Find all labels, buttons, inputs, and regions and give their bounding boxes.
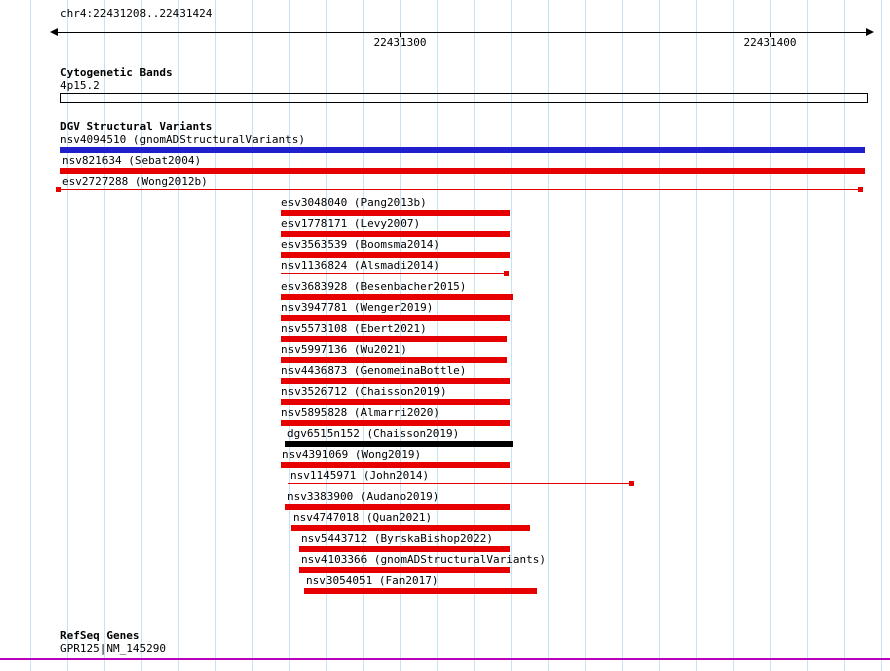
variant-label[interactable]: nsv5573108 (Ebert2021): [281, 322, 427, 335]
variant-end-square[interactable]: [504, 271, 509, 276]
variant-box-glyph[interactable]: [285, 441, 513, 447]
gridline: [400, 0, 401, 671]
variant-label[interactable]: nsv3383900 (Audano2019): [287, 490, 440, 503]
cytoband-box: [60, 93, 868, 103]
variant-box-glyph[interactable]: [60, 168, 865, 174]
variant-label[interactable]: nsv1136824 (Alsmadi2014): [281, 259, 440, 272]
variant-box-glyph[interactable]: [281, 210, 510, 216]
variant-label[interactable]: nsv4747018 (Quan2021): [293, 511, 433, 524]
variant-box-glyph[interactable]: [281, 378, 510, 384]
variant-end-square[interactable]: [56, 187, 61, 192]
variant-end-square[interactable]: [858, 187, 863, 192]
gridline: [363, 0, 364, 671]
axis-tick: [400, 32, 401, 37]
variant-box-glyph[interactable]: [60, 147, 865, 153]
variant-box-glyph[interactable]: [304, 588, 537, 594]
gridline: [141, 0, 142, 671]
variant-label[interactable]: dgv6515n152 (Chaisson2019): [287, 427, 460, 440]
variant-label[interactable]: esv3563539 (Boomsma2014): [281, 238, 440, 251]
variant-box-glyph[interactable]: [281, 294, 513, 300]
variant-label[interactable]: esv3683928 (Besenbacher2015): [281, 280, 467, 293]
variant-label[interactable]: nsv4103366 (gnomADStructuralVariants): [301, 553, 547, 566]
axis-tick-label: 22431300: [373, 36, 427, 49]
gridline: [437, 0, 438, 671]
gene-label[interactable]: GPR125|NM_145290: [60, 642, 166, 655]
variant-box-glyph[interactable]: [299, 546, 510, 552]
variant-end-square[interactable]: [629, 481, 634, 486]
gridline: [30, 0, 31, 671]
gridline: [622, 0, 623, 671]
gridline: [67, 0, 68, 671]
section-title-refseq: RefSeq Genes: [60, 629, 140, 642]
variant-label[interactable]: nsv1145971 (John2014): [290, 469, 430, 482]
variant-label[interactable]: nsv4436873 (GenomeinaBottle): [281, 364, 467, 377]
gridline: [733, 0, 734, 671]
variant-label[interactable]: esv2727288 (Wong2012b): [62, 175, 208, 188]
variant-label[interactable]: nsv4094510 (gnomADStructuralVariants): [60, 133, 306, 146]
ruler-left-arrow-icon: [50, 28, 58, 36]
variant-line-glyph[interactable]: [288, 483, 631, 484]
gridline: [659, 0, 660, 671]
variant-box-glyph[interactable]: [285, 504, 510, 510]
gridline: [252, 0, 253, 671]
variant-label[interactable]: nsv4391069 (Wong2019): [282, 448, 422, 461]
gridline: [104, 0, 105, 671]
variant-box-glyph[interactable]: [281, 357, 507, 363]
gridline: [770, 0, 771, 671]
gridline: [289, 0, 290, 671]
variant-label[interactable]: nsv5895828 (Almarri2020): [281, 406, 440, 419]
variant-label[interactable]: nsv3947781 (Wenger2019): [281, 301, 434, 314]
variant-label[interactable]: nsv5443712 (ByrskaBishop2022): [301, 532, 494, 545]
section-title-dgv: DGV Structural Variants: [60, 120, 213, 133]
gridline: [474, 0, 475, 671]
variant-box-glyph[interactable]: [281, 462, 510, 468]
gridline: [585, 0, 586, 671]
variant-label[interactable]: nsv3526712 (Chaisson2019): [281, 385, 447, 398]
variant-label[interactable]: nsv3054051 (Fan2017): [306, 574, 439, 587]
region-label: chr4:22431208..22431424: [60, 7, 213, 20]
gene-glyph[interactable]: [0, 658, 890, 660]
variant-box-glyph[interactable]: [281, 420, 510, 426]
gridline: [844, 0, 845, 671]
variant-label[interactable]: esv3048040 (Pang2013b): [281, 196, 427, 209]
gridline: [511, 0, 512, 671]
gridline: [548, 0, 549, 671]
gridline: [881, 0, 882, 671]
variant-line-glyph[interactable]: [281, 273, 506, 274]
variant-label[interactable]: nsv821634 (Sebat2004): [62, 154, 202, 167]
variant-line-glyph[interactable]: [58, 189, 860, 190]
gridline: [178, 0, 179, 671]
ruler-axis-line: [58, 32, 866, 33]
gridline: [326, 0, 327, 671]
gridline: [215, 0, 216, 671]
variant-box-glyph[interactable]: [299, 567, 510, 573]
variant-box-glyph[interactable]: [291, 525, 530, 531]
variant-label[interactable]: esv1778171 (Levy2007): [281, 217, 421, 230]
section-title-cytogenetic: Cytogenetic Bands: [60, 66, 173, 79]
gridline: [807, 0, 808, 671]
axis-tick-label: 22431400: [743, 36, 797, 49]
ruler-right-arrow-icon: [866, 28, 874, 36]
axis-tick: [770, 32, 771, 37]
variant-box-glyph[interactable]: [281, 231, 510, 237]
variant-box-glyph[interactable]: [281, 336, 507, 342]
variant-box-glyph[interactable]: [281, 399, 510, 405]
variant-label[interactable]: nsv5997136 (Wu2021): [281, 343, 407, 356]
gridline: [696, 0, 697, 671]
variant-box-glyph[interactable]: [281, 315, 510, 321]
cytoband-label: 4p15.2: [60, 79, 100, 92]
variant-box-glyph[interactable]: [281, 252, 510, 258]
